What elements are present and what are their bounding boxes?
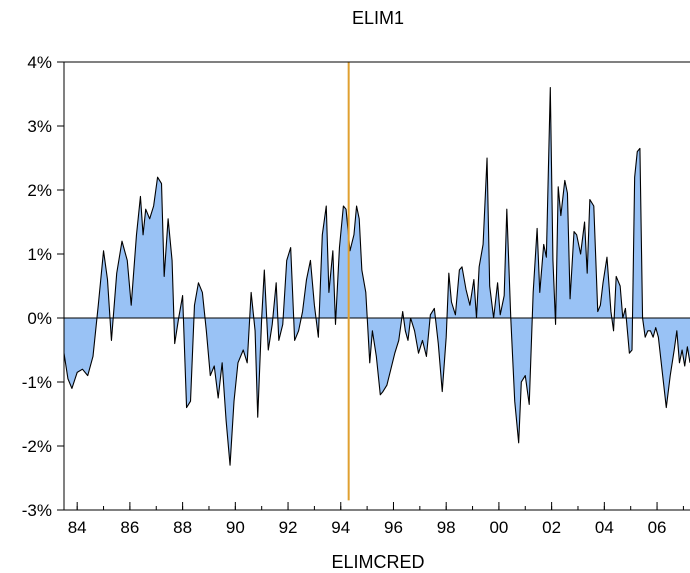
x-tick-label: 04 bbox=[595, 518, 614, 537]
x-tick-label: 92 bbox=[279, 518, 298, 537]
x-tick-label: 96 bbox=[384, 518, 403, 537]
x-tick-label: 00 bbox=[489, 518, 508, 537]
x-tick-label: 06 bbox=[648, 518, 667, 537]
y-tick-label: 1% bbox=[27, 245, 52, 264]
y-tick-label: -3% bbox=[22, 501, 52, 520]
y-tick-label: 3% bbox=[27, 117, 52, 136]
plot-area bbox=[63, 62, 690, 501]
x-tick-label: 98 bbox=[437, 518, 456, 537]
x-tick-label: 88 bbox=[173, 518, 192, 537]
x-axis-title: ELIMCRED bbox=[331, 552, 424, 572]
y-tick-label: 4% bbox=[27, 53, 52, 72]
axes: 4% 3% 2% 1% 0% -1% -2% -3% 84 86 88 90 92 94 96 98 00 02 0… bbox=[22, 53, 690, 537]
y-tick-label: -1% bbox=[22, 373, 52, 392]
y-tick-label: 0% bbox=[27, 309, 52, 328]
chart-title: ELIM1 bbox=[352, 8, 404, 28]
series-line bbox=[63, 87, 690, 466]
x-tick-label: 84 bbox=[68, 518, 87, 537]
y-tick-label: -2% bbox=[22, 437, 52, 456]
x-tick-label: 86 bbox=[120, 518, 139, 537]
y-tick-label: 2% bbox=[27, 181, 52, 200]
x-tick-label: 02 bbox=[542, 518, 561, 537]
x-tick-label: 90 bbox=[226, 518, 245, 537]
x-tick-label: 94 bbox=[331, 518, 350, 537]
series-area-fill bbox=[64, 87, 690, 466]
